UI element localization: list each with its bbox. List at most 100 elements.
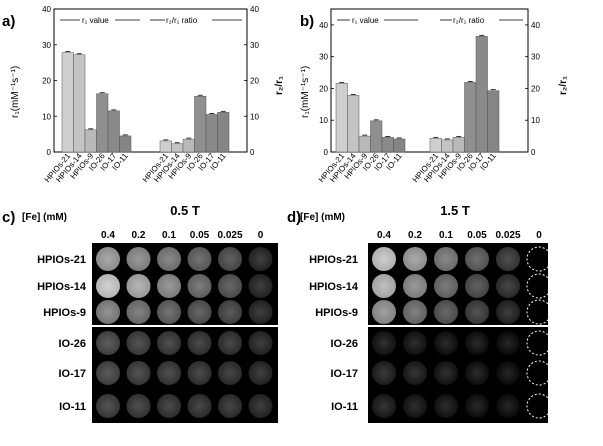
bar <box>84 129 97 153</box>
phantom-shading <box>403 394 427 418</box>
phantom-shading <box>157 331 181 355</box>
phantom-shading <box>248 331 273 355</box>
legend-right-label: r₂/r₁ ratio <box>453 16 485 25</box>
concentration-label: 0.1 <box>162 230 176 241</box>
phantom-shading <box>126 274 151 298</box>
phantom-shading <box>126 394 151 418</box>
sample-label: IO-11 <box>59 401 86 413</box>
sample-label: IO-17 <box>58 368 86 380</box>
y-tick-label-left: 10 <box>319 116 328 125</box>
phantom-shading <box>465 247 489 271</box>
y-tick-label-right: 20 <box>531 84 540 93</box>
phantom-shading <box>218 394 242 418</box>
y-tick-label-left: 30 <box>319 53 328 62</box>
y-tick-label-right: 0 <box>531 148 536 157</box>
phantom-shading <box>187 274 212 298</box>
phantom-shading <box>187 300 212 324</box>
phantom-shading <box>434 394 458 418</box>
concentration-label: 0 <box>258 230 264 241</box>
phantom-shading <box>187 394 212 418</box>
phantom-shading <box>372 331 396 355</box>
empty-phantom-circle <box>526 360 552 386</box>
chart-b: r₁ value r₂/r₁ ratio r₁(mM⁻¹s⁻¹) r₂/r₁ 0… <box>300 8 569 184</box>
phantom-shading <box>465 361 489 385</box>
bar <box>429 138 442 153</box>
y-tick-label-left: 20 <box>42 77 51 86</box>
phantom-shading <box>465 274 489 298</box>
y-tick-label-left: 0 <box>324 148 329 157</box>
phantom-shading <box>434 274 458 298</box>
y-tick-label-left: 0 <box>47 148 52 157</box>
concentration-label: 0.2 <box>408 230 422 241</box>
bar <box>347 95 360 153</box>
y-tick-label-right: 40 <box>250 5 259 14</box>
phantom-shading <box>496 274 520 298</box>
panel-b-label: b) <box>300 13 314 30</box>
y-tick-label-right: 20 <box>250 77 259 86</box>
field-strength-title: 0.5 T <box>170 203 200 218</box>
y-tick-label-right: 10 <box>250 112 259 121</box>
y-axis-label-right: r₂/r₁ <box>558 76 569 95</box>
phantom-shading <box>372 300 396 324</box>
phantom-shading <box>372 274 396 298</box>
phantom-shading <box>126 300 151 324</box>
bar <box>370 120 383 153</box>
bar <box>464 82 477 153</box>
concentration-label: 0.025 <box>217 230 242 241</box>
phantom-shading <box>465 331 489 355</box>
empty-phantom-circle <box>526 393 552 419</box>
bar <box>475 36 488 153</box>
concentration-label: 0.1 <box>439 230 453 241</box>
sample-label: HPIOs-14 <box>37 281 87 293</box>
y-tick-label-left: 20 <box>319 84 328 93</box>
phantom-shading <box>187 247 212 271</box>
y-axis-label-right: r₂/r₁ <box>274 76 285 95</box>
phantom-shading <box>403 274 427 298</box>
sample-label: IO-26 <box>58 338 86 350</box>
phantom-shading <box>434 247 458 271</box>
phantom-shading <box>248 274 273 298</box>
bar <box>452 137 465 153</box>
phantom-shading <box>496 361 520 385</box>
phantom-shading <box>434 331 458 355</box>
bar <box>73 54 86 153</box>
bar <box>217 112 230 153</box>
bar <box>205 114 218 153</box>
phantom-shading <box>157 394 181 418</box>
concentration-label: 0.05 <box>467 230 487 241</box>
panel-c-label: c) <box>2 209 15 226</box>
phantom-shading <box>126 361 151 385</box>
phantom-shading <box>218 331 242 355</box>
field-strength-title: 1.5 T <box>440 203 470 218</box>
bar <box>182 138 195 153</box>
image-block-bottom <box>92 327 278 423</box>
phantom-shading <box>157 361 181 385</box>
phantom-shading <box>248 247 273 271</box>
phantom-shading <box>465 394 489 418</box>
phantom-panel-d: 1.5 T [Fe] (mM) 0.4 0.2 0.1 0.05 0.025 0 HPIOs-2… <box>300 203 552 423</box>
phantom-shading <box>96 394 120 418</box>
y-axis-label-left: r₁(mM⁻¹s⁻¹) <box>300 66 311 118</box>
phantom-shading <box>248 394 273 418</box>
bar <box>358 135 371 153</box>
y-tick-label-left: 10 <box>42 112 51 121</box>
bar <box>441 139 454 153</box>
panel-a-label: a) <box>2 13 15 30</box>
fe-label: [Fe] (mM) <box>300 212 345 223</box>
bar <box>381 137 394 153</box>
phantom-shading <box>403 300 427 324</box>
phantom-shading <box>372 247 396 271</box>
phantom-panel-c: 0.5 T [Fe] (mM) 0.4 0.2 0.1 0.05 0.025 0 HPIOs-2… <box>22 203 278 423</box>
empty-phantom-circle <box>526 330 552 356</box>
phantom-shading <box>126 331 151 355</box>
legend-right-label: r₂/r₁ ratio <box>166 16 198 25</box>
concentration-label: 0.2 <box>132 230 146 241</box>
phantom-shading <box>96 361 120 385</box>
legend-left-label: r₁ value <box>82 16 109 25</box>
sample-label: HPIOs-9 <box>315 307 358 319</box>
sample-label: IO-26 <box>330 338 358 350</box>
phantom-shading <box>218 361 242 385</box>
plot-frame <box>330 8 529 153</box>
legend-left-label: r₁ value <box>352 16 379 25</box>
concentration-label: 0.4 <box>101 230 115 241</box>
